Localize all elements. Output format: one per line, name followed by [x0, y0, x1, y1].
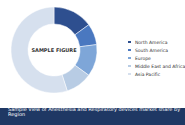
svg-text:SAMPLE FIGURE: SAMPLE FIGURE — [31, 47, 77, 53]
svg-text:Middle East and Africa: Middle East and Africa — [135, 64, 185, 69]
svg-text:Sample View of Anesthesia and: Sample View of Anesthesia and Respirator… — [8, 106, 182, 113]
svg-text:North America: North America — [135, 40, 168, 45]
svg-text:Asia Pacific: Asia Pacific — [135, 72, 161, 77]
svg-text:South America: South America — [135, 48, 168, 53]
svg-text:Region: Region — [8, 111, 25, 118]
svg-text:Europe: Europe — [135, 56, 151, 61]
